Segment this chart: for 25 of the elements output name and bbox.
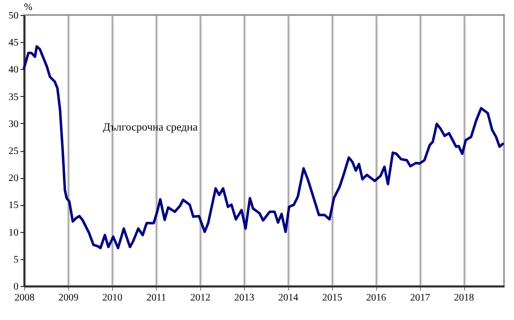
x-tick-label: 2017 [410, 292, 430, 304]
y-tick-label: 35 [8, 92, 18, 103]
y-tick-label: 45 [8, 38, 18, 49]
annotation: Дългосрочна средна [102, 121, 198, 134]
x-tick-label: 2015 [322, 292, 342, 304]
line-series [22, 45, 504, 250]
y-tick-label: 25 [8, 146, 18, 157]
x-tick-label: 2013 [234, 292, 254, 304]
y-tick-label: 20 [8, 173, 18, 184]
y-tick-label: 50 [8, 10, 18, 22]
x-tick-label: 2009 [58, 292, 78, 304]
x-tick-label: 2012 [190, 292, 210, 304]
x-tick-label: 2011 [146, 292, 166, 304]
x-tick-label: 2018 [454, 292, 474, 304]
y-tick-label: 0 [14, 282, 18, 292]
x-tick-label: 2014 [278, 292, 298, 304]
y-tick-label: 40 [8, 64, 18, 76]
y-tick-label: 10 [8, 227, 18, 238]
y-tick-label: 15 [8, 200, 18, 212]
x-tick-label: 2016 [366, 292, 386, 304]
y-tick-label: 30 [8, 118, 18, 130]
x-tick-label: 2010 [102, 292, 122, 304]
x-tick-label: 2008 [14, 292, 34, 304]
y-tick-label: 5 [14, 254, 18, 266]
y-axis-title: % [24, 2, 32, 13]
